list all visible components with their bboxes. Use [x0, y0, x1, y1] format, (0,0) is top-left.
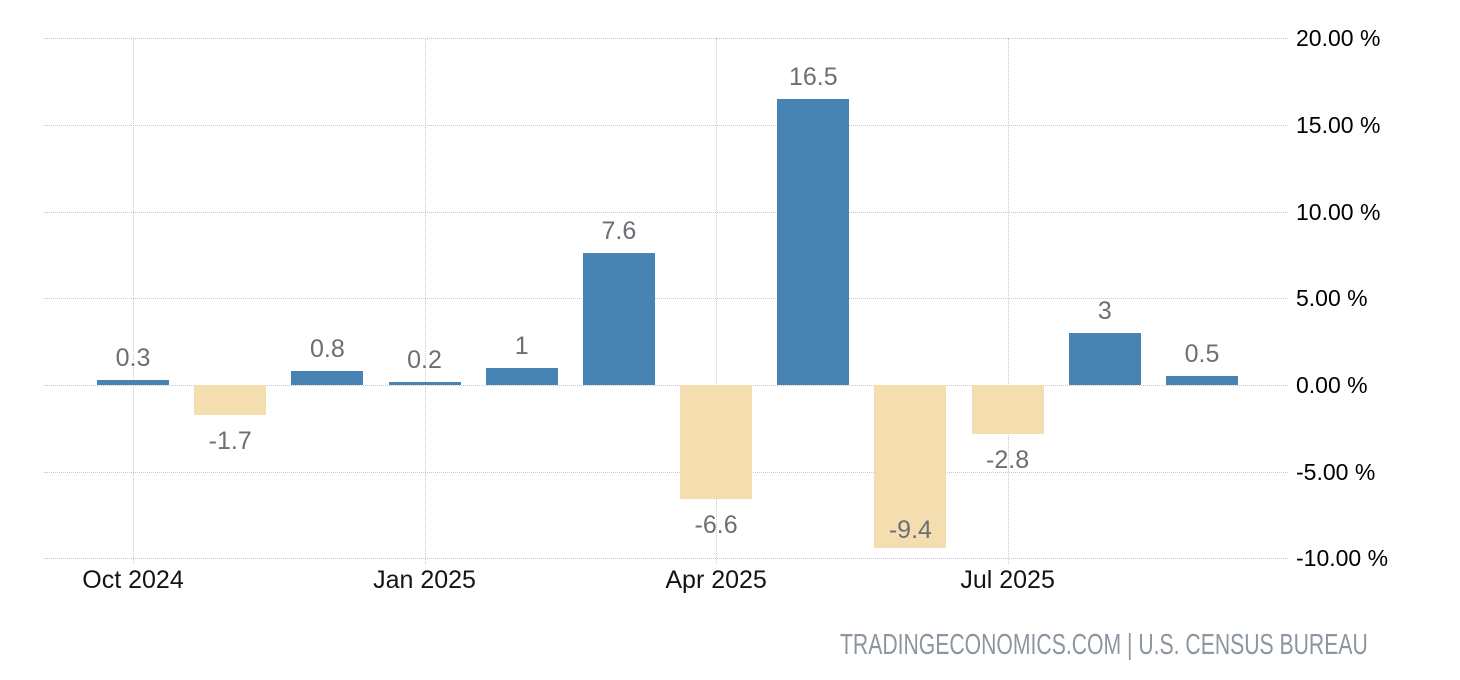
bar-sep-2025[interactable]: [1166, 376, 1238, 385]
bar-value-label: -6.6: [694, 511, 738, 540]
gridline-vertical: [133, 38, 134, 564]
gridline-horizontal: [44, 211, 1288, 213]
gridline-horizontal: [44, 385, 1288, 386]
x-axis-tick-label: Apr 2025: [665, 566, 767, 594]
bar-value-label: 0.5: [1184, 340, 1220, 369]
x-axis-tick-label: Jul 2025: [960, 566, 1055, 594]
y-axis-tick-label: 10.00 %: [1296, 198, 1381, 225]
x-axis-tick-label: Oct 2024: [82, 566, 184, 594]
gridline-horizontal: [44, 38, 1288, 40]
y-axis-tick-label: -5.00 %: [1296, 458, 1376, 485]
y-axis-tick-label: 15.00 %: [1296, 112, 1381, 139]
bar-apr-2025[interactable]: [680, 385, 753, 500]
bar-value-label: -1.7: [208, 426, 252, 455]
bar-value-label: 0.2: [407, 345, 442, 374]
y-axis-tick-label: 5.00 %: [1296, 285, 1368, 312]
bar-jan-2025[interactable]: [388, 381, 461, 385]
gridline-vertical: [716, 38, 718, 564]
bar-jul-2025[interactable]: [971, 385, 1044, 434]
bar-nov-2024[interactable]: [194, 385, 267, 415]
bar-value-label: 3: [1097, 297, 1112, 325]
bar-value-label: 0.3: [115, 343, 151, 372]
bar-dec-2024[interactable]: [291, 371, 364, 385]
gridline-vertical: [1007, 38, 1009, 564]
y-axis-tick-label: 20.00 %: [1296, 25, 1381, 52]
gridline-horizontal: [44, 125, 1288, 127]
bar-oct-2024[interactable]: [97, 379, 169, 385]
bar-value-label: 16.5: [788, 63, 838, 92]
y-axis-tick-label: 0.00 %: [1296, 372, 1368, 398]
gridline-vertical: [424, 38, 426, 564]
bar-feb-2025[interactable]: [485, 367, 558, 385]
bar-may-2025[interactable]: [777, 99, 850, 385]
gridline-horizontal: [44, 298, 1288, 300]
source-attribution: TRADINGECONOMICS.COM | U.S. CENSUS BUREA…: [840, 629, 1368, 661]
bar-aug-2025[interactable]: [1068, 333, 1141, 385]
bar-value-label: 0.8: [310, 335, 345, 364]
bar-value-label: 7.6: [601, 217, 637, 246]
y-axis-tick-label: -10.00 %: [1296, 545, 1389, 572]
x-axis-tick-label: Jan 2025: [373, 566, 476, 594]
bar-value-label: -2.8: [986, 445, 1030, 474]
gridline-horizontal: [44, 558, 1288, 560]
gridline-horizontal: [44, 471, 1288, 473]
bar-value-label: -9.4: [888, 515, 932, 544]
bar-mar-2025[interactable]: [582, 253, 655, 385]
bar-jun-2025[interactable]: [874, 385, 947, 548]
bar-value-label: 1: [514, 331, 529, 360]
